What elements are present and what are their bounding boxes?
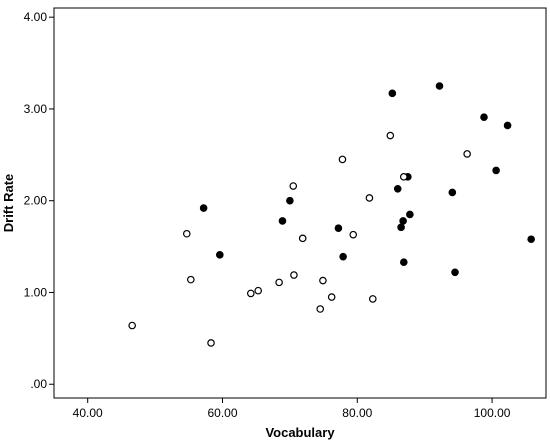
data-point-filled	[334, 224, 343, 233]
x-tick-label: 100.00	[474, 406, 511, 420]
data-point-open	[254, 286, 263, 295]
x-axis: 40.00 60.00 80.00 100.00	[73, 398, 511, 420]
data-point-open	[187, 275, 195, 284]
plot-area	[53, 7, 547, 399]
data-point-filled	[286, 196, 294, 205]
data-point-open	[368, 295, 377, 303]
data-point-filled	[492, 166, 500, 175]
x-tick-label: 80.00	[342, 406, 372, 420]
data-point-filled	[527, 235, 535, 244]
data-point-open	[399, 173, 408, 181]
data-point-open	[338, 155, 347, 164]
x-axis-title: Vocabulary	[265, 425, 335, 440]
y-axis-title: Drift Rate	[1, 174, 16, 233]
data-point-open	[365, 194, 374, 202]
data-point-open	[298, 234, 307, 243]
y-tick-label: 4.00	[24, 10, 48, 24]
data-point-open	[290, 271, 298, 279]
y-tick-label: 3.00	[24, 102, 48, 116]
data-point-filled	[451, 268, 459, 277]
y-axis: .00 1.00 2.00 3.00 4.00	[24, 10, 54, 391]
data-point-open	[319, 276, 327, 285]
data-point-filled	[215, 251, 224, 259]
data-point-open	[316, 305, 325, 313]
data-point-open	[275, 278, 283, 287]
data-point-open	[247, 289, 255, 298]
data-point-open	[289, 182, 298, 190]
data-point-open	[327, 293, 336, 301]
data-point-filled	[393, 184, 402, 193]
y-tick-label: 2.00	[24, 194, 48, 208]
data-point-filled	[388, 89, 397, 98]
y-tick-label: .00	[30, 377, 47, 391]
data-point-filled	[199, 204, 208, 212]
data-point-open	[463, 150, 471, 158]
data-point-open	[182, 229, 191, 238]
data-point-open	[349, 230, 358, 239]
y-tick-label: 1.00	[24, 285, 48, 299]
data-point-filled	[339, 252, 347, 261]
data-point-open	[207, 339, 215, 347]
data-point-filled	[397, 223, 405, 232]
data-point-filled	[480, 113, 488, 121]
data-points	[128, 82, 535, 347]
data-point-filled	[399, 217, 407, 225]
data-point-filled	[503, 121, 512, 130]
data-point-filled	[399, 258, 408, 266]
x-tick-label: 60.00	[207, 406, 237, 420]
data-point-filled	[406, 210, 414, 219]
data-point-open	[386, 131, 395, 140]
data-point-open	[128, 321, 136, 330]
x-tick-label: 40.00	[73, 406, 103, 420]
data-point-filled	[448, 188, 457, 197]
data-point-filled	[435, 82, 444, 90]
data-point-filled	[278, 217, 287, 225]
